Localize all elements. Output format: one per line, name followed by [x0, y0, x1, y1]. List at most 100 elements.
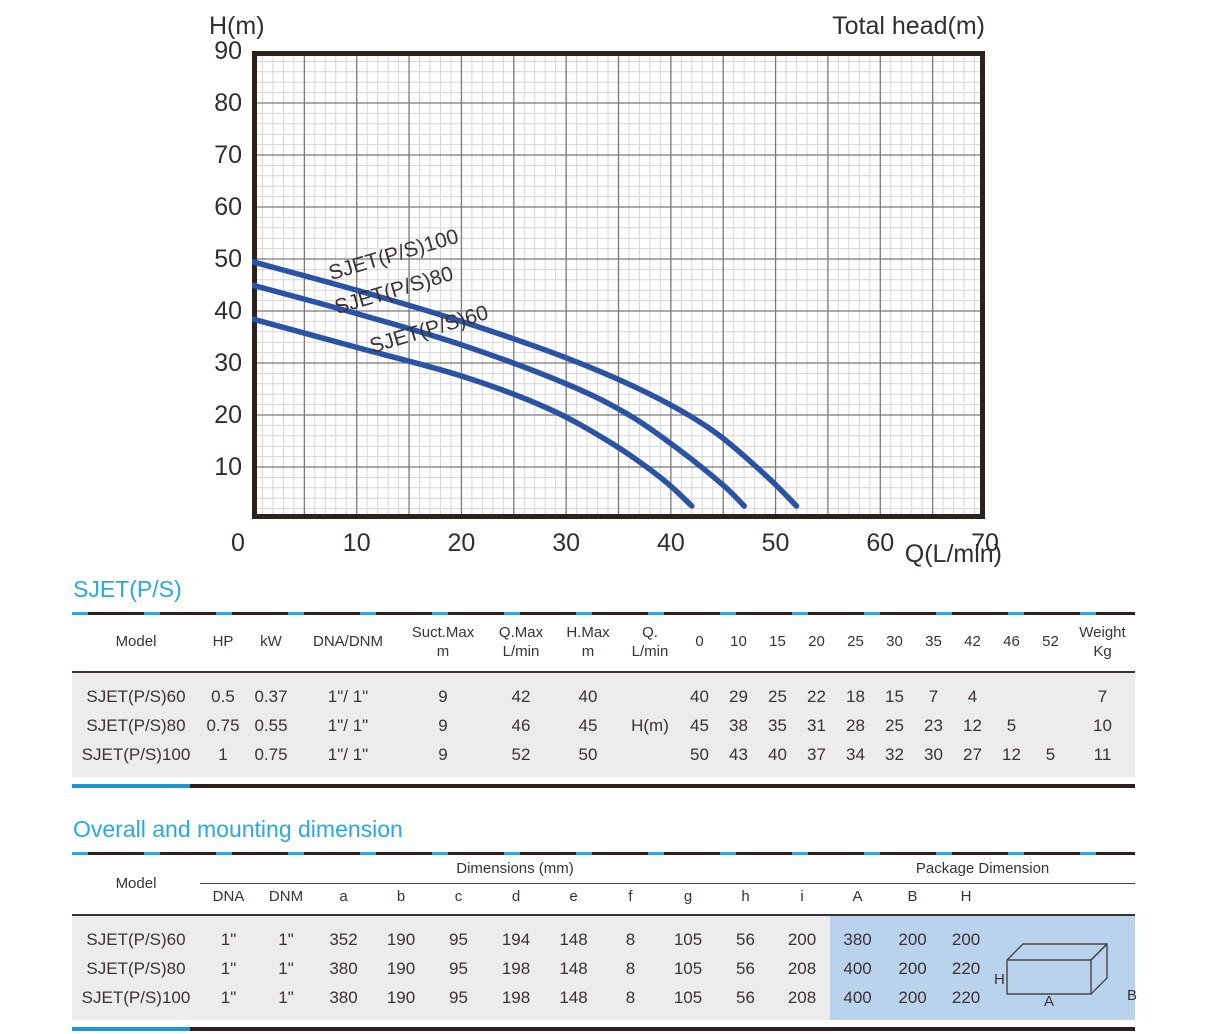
- table-cell: 1"/ 1": [296, 710, 400, 740]
- table-cell: 105: [659, 953, 717, 983]
- column-header: DNM: [257, 883, 315, 916]
- table-cell: 45: [556, 710, 620, 740]
- pump-curve-chart: H(m) Total head(m) 10 20 30 40 50 60 70 80 90 0 1…: [209, 12, 1002, 568]
- table-cell: 45: [680, 710, 719, 740]
- y-tick-label: 60: [214, 193, 242, 221]
- table-cell: 56: [717, 982, 774, 1020]
- table-cell: 352: [315, 914, 372, 954]
- column-header: kW: [246, 615, 296, 673]
- table-cell: 105: [659, 982, 717, 1020]
- column-header: Weight Kg: [1070, 615, 1135, 673]
- column-header: 10: [719, 615, 758, 673]
- table-cell: 28: [836, 710, 875, 740]
- y-tick-label: 30: [214, 349, 242, 377]
- table-cell: 0.37: [246, 671, 296, 711]
- table-cell: 40: [680, 671, 719, 711]
- table-cell: 190: [372, 953, 430, 983]
- table-cell: 200: [885, 914, 941, 954]
- table-row: SJET(P/S)100 1" 1" 380 190 95 198 148 8 105 56 208 4…: [72, 982, 1135, 1020]
- column-header: 25: [836, 615, 875, 673]
- column-header: Suct.Max m: [400, 615, 486, 673]
- table-cell: 220: [940, 982, 993, 1020]
- column-header: Model: [72, 615, 200, 673]
- dimension-table-title: Overall and mounting dimension: [73, 816, 403, 842]
- y-tick-label: 50: [214, 245, 242, 273]
- pump-curve-SJET(P/S)60: [252, 316, 695, 509]
- table-cell: 9: [400, 710, 486, 740]
- table-cell: [620, 739, 680, 777]
- column-header: 0: [680, 615, 719, 673]
- column-header: 35: [914, 615, 953, 673]
- x-tick-label: 70: [971, 529, 999, 557]
- table-cell: 0.75: [200, 710, 246, 740]
- column-header: B: [885, 883, 941, 916]
- table-cell: 22: [797, 671, 836, 711]
- table-cell: 40: [556, 671, 620, 711]
- table-cell: 198: [487, 953, 545, 983]
- package-box-diagram: H A B: [992, 914, 1137, 1020]
- table-cell: 1: [200, 739, 246, 777]
- table-cell: 1": [200, 914, 257, 954]
- table-row: SJET(P/S)80 1" 1" 380 190 95 198 148 8 105 56 208 40…: [72, 953, 1135, 983]
- table-cell: 9: [400, 671, 486, 711]
- table-cell: 1": [257, 914, 315, 954]
- table-cell: 40: [758, 739, 797, 777]
- table-cell: 200: [885, 953, 941, 983]
- table-cell: 380: [315, 953, 372, 983]
- pump-curve-SJET(P/S)80: [252, 282, 747, 509]
- column-header: 30: [875, 615, 914, 673]
- table-cell: 25: [758, 671, 797, 711]
- box-length-label: A: [1044, 993, 1054, 1006]
- table-cell: 56: [717, 953, 774, 983]
- table-cell: 25: [875, 710, 914, 740]
- table-cell: 208: [774, 982, 831, 1020]
- column-header: Q. L/min: [620, 615, 680, 673]
- model-cell: SJET(P/S)100: [72, 982, 200, 1020]
- table-cell: 34: [836, 739, 875, 777]
- column-header: Q.Max L/min: [486, 615, 556, 673]
- table-cell: 12: [953, 710, 992, 740]
- table-cell: 0.75: [246, 739, 296, 777]
- table-cell: 5: [992, 710, 1031, 740]
- column-header: g: [659, 883, 717, 916]
- table-cell: 38: [719, 710, 758, 740]
- column-header: d: [487, 883, 545, 916]
- box-width-label: B: [1127, 987, 1137, 1004]
- model-cell: SJET(P/S)80: [72, 953, 200, 983]
- table-cell: 52: [486, 739, 556, 777]
- total-head-title: Total head(m): [832, 12, 985, 40]
- column-header: c: [430, 883, 487, 916]
- table-cell: 148: [545, 982, 602, 1020]
- table-cell: 29: [719, 671, 758, 711]
- table-cell: 18: [836, 671, 875, 711]
- table-cell: [992, 671, 1031, 711]
- table-cell: 5: [1031, 739, 1070, 777]
- table-cell: 95: [430, 914, 487, 954]
- column-header: 46: [992, 615, 1031, 673]
- column-header: e: [545, 883, 602, 916]
- table-cell: 8: [602, 914, 659, 954]
- model-cell: SJET(P/S)80: [72, 710, 200, 740]
- table-cell: 42: [486, 671, 556, 711]
- table-row: SJET(P/S)60 1" 1" 352 190 95 194 148 8 105 56 200 38…: [72, 914, 1137, 1020]
- x-tick-label: 0: [231, 529, 245, 557]
- x-tick-label: 50: [761, 529, 790, 557]
- table-cell: 15: [875, 671, 914, 711]
- column-header: b: [372, 883, 430, 916]
- table-cell: 200: [940, 914, 993, 954]
- x-tick-label: 60: [866, 529, 895, 557]
- column-header: HP: [200, 615, 246, 673]
- column-header: 42: [953, 615, 992, 673]
- table-cell: 56: [717, 914, 774, 954]
- column-header: 52: [1031, 615, 1070, 673]
- table-cell: 400: [830, 953, 886, 983]
- column-header: H.Max m: [556, 615, 620, 673]
- table-cell: 200: [774, 914, 831, 954]
- table-cell: 43: [719, 739, 758, 777]
- column-header: h: [717, 883, 774, 916]
- column-header: i: [774, 883, 831, 916]
- table-cell: 11: [1070, 739, 1135, 777]
- table-cell: 208: [774, 953, 831, 983]
- table-cell: 32: [875, 739, 914, 777]
- table-cell: 1": [257, 982, 315, 1020]
